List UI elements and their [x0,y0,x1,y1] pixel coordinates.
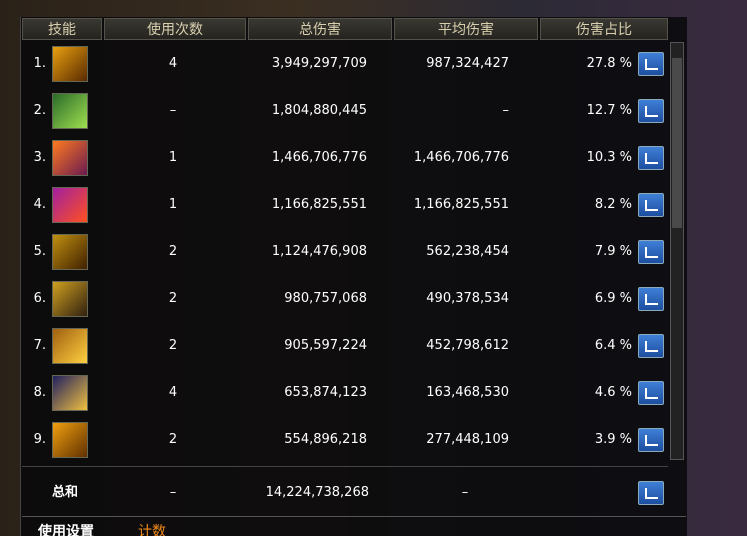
share-button[interactable] [638,240,664,264]
column-header: 使用次数 [104,18,246,40]
skill-icon [52,234,88,270]
damage-share: 8.2 % [594,197,632,212]
skill-icon [52,93,88,129]
divider [22,516,686,517]
damage-panel [20,17,687,536]
row-index: 7. [33,338,46,353]
share-button[interactable] [638,193,664,217]
damage-share: 12.7 % [586,103,632,118]
use-count: 2 [168,291,178,306]
use-count: 4 [168,56,178,71]
use-count: 2 [168,338,178,353]
column-header: 总伤害 [248,18,392,40]
average-damage: – [502,103,510,118]
divider [22,466,668,467]
damage-share: 7.9 % [594,244,632,259]
average-damage: 163,468,530 [426,385,509,400]
damage-share: 10.3 % [586,150,632,165]
average-damage: 1,166,825,551 [413,197,509,212]
damage-share: 4.6 % [594,385,632,400]
column-header: 平均伤害 [394,18,538,40]
use-count: 1 [168,197,178,212]
damage-share: 6.4 % [594,338,632,353]
total-damage: 554,896,218 [284,432,367,447]
row-index: 2. [33,103,46,118]
total-damage: 1,124,476,908 [271,244,367,259]
row-index: 8. [33,385,46,400]
damage-share: 6.9 % [594,291,632,306]
column-header: 技能 [22,18,102,40]
total-damage: 905,597,224 [284,338,367,353]
scroll-thumb[interactable] [672,58,682,228]
use-count: 1 [168,150,178,165]
row-index: 1. [33,56,46,71]
total-damage: 980,757,068 [284,291,367,306]
damage-share: 3.9 % [594,432,632,447]
use-count: 2 [168,244,178,259]
skill-icon [52,281,88,317]
skill-icon [52,46,88,82]
total-damage: 1,466,706,776 [271,150,367,165]
skill-icon [52,140,88,176]
share-button[interactable] [638,287,664,311]
total-label: 总和 [52,485,79,500]
share-button[interactable] [638,381,664,405]
average-damage: 452,798,612 [426,338,509,353]
share-button[interactable] [638,334,664,358]
use-count: – [169,103,177,118]
average-damage: 562,238,454 [426,244,509,259]
column-header: 伤害占比 [540,18,668,40]
share-button[interactable] [638,428,664,452]
share-button[interactable] [638,481,664,505]
average-damage: 490,378,534 [426,291,509,306]
total-damage: 653,874,123 [284,385,367,400]
total-damage: 1,166,825,551 [271,197,367,212]
tab[interactable]: 使用设置 [38,524,94,536]
share-button[interactable] [638,146,664,170]
row-index: 9. [33,432,46,447]
row-index: 3. [33,150,46,165]
average-damage: 1,466,706,776 [413,150,509,165]
skill-icon [52,422,88,458]
row-index: 5. [33,244,46,259]
damage-share: 27.8 % [586,56,632,71]
total-use-count: – [169,485,177,500]
skill-icon [52,375,88,411]
total-damage: 14,224,738,268 [265,485,369,500]
row-index: 6. [33,291,46,306]
average-damage: 277,448,109 [426,432,509,447]
total-damage: 3,949,297,709 [271,56,367,71]
skill-icon [52,328,88,364]
share-button[interactable] [638,99,664,123]
tab[interactable]: 计数 [138,524,166,536]
skill-icon [52,187,88,223]
use-count: 4 [168,385,178,400]
total-damage: 1,804,880,445 [271,103,367,118]
average-damage: 987,324,427 [426,56,509,71]
share-button[interactable] [638,52,664,76]
row-index: 4. [33,197,46,212]
use-count: 2 [168,432,178,447]
total-average: – [461,485,469,500]
